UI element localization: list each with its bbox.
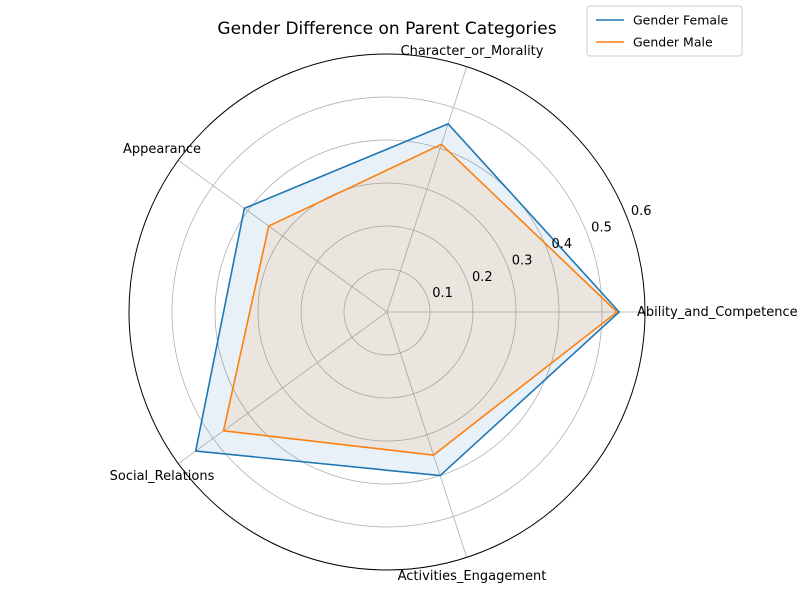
grid-spoke [178, 160, 388, 313]
category-label: Appearance [123, 142, 201, 157]
radial-tick-label: 0.5 [591, 220, 612, 235]
series-line-0 [194, 122, 621, 477]
radial-tick-label: 0.2 [472, 270, 493, 285]
radial-tick-label: 0.4 [551, 237, 572, 252]
radial-tick-label: 0.1 [432, 286, 453, 301]
legend-frame [586, 5, 743, 57]
outer-frame [128, 53, 646, 571]
series-fill-0 [195, 123, 620, 476]
category-label: Activities_Engagement [398, 569, 547, 584]
grid-spoke [386, 66, 468, 313]
series-line-1 [222, 143, 619, 456]
radar-grid [128, 53, 646, 571]
category-label: Character_or_Morality [401, 44, 544, 59]
radial-tick-labels: 0.1 0.2 0.3 0.4 0.5 0.6 [432, 204, 651, 301]
legend: Gender Female Gender Male [586, 5, 743, 57]
series-fills [195, 123, 620, 476]
series-lines [194, 122, 621, 477]
category-label: Social_Relations [110, 469, 215, 484]
category-label: Ability_and_Competence [637, 305, 798, 320]
radial-tick-label: 0.3 [512, 253, 533, 268]
chart-title: Gender Difference on Parent Categories [217, 19, 556, 39]
legend-label: Gender Female [633, 13, 729, 28]
grid-spoke [178, 311, 388, 464]
legend-label: Gender Male [633, 35, 713, 50]
category-labels: Ability_and_Competence Character_or_Moral… [110, 44, 798, 584]
series-fill-1 [223, 144, 618, 456]
grid-spoke [386, 311, 468, 558]
radial-tick-label: 0.6 [631, 204, 652, 219]
